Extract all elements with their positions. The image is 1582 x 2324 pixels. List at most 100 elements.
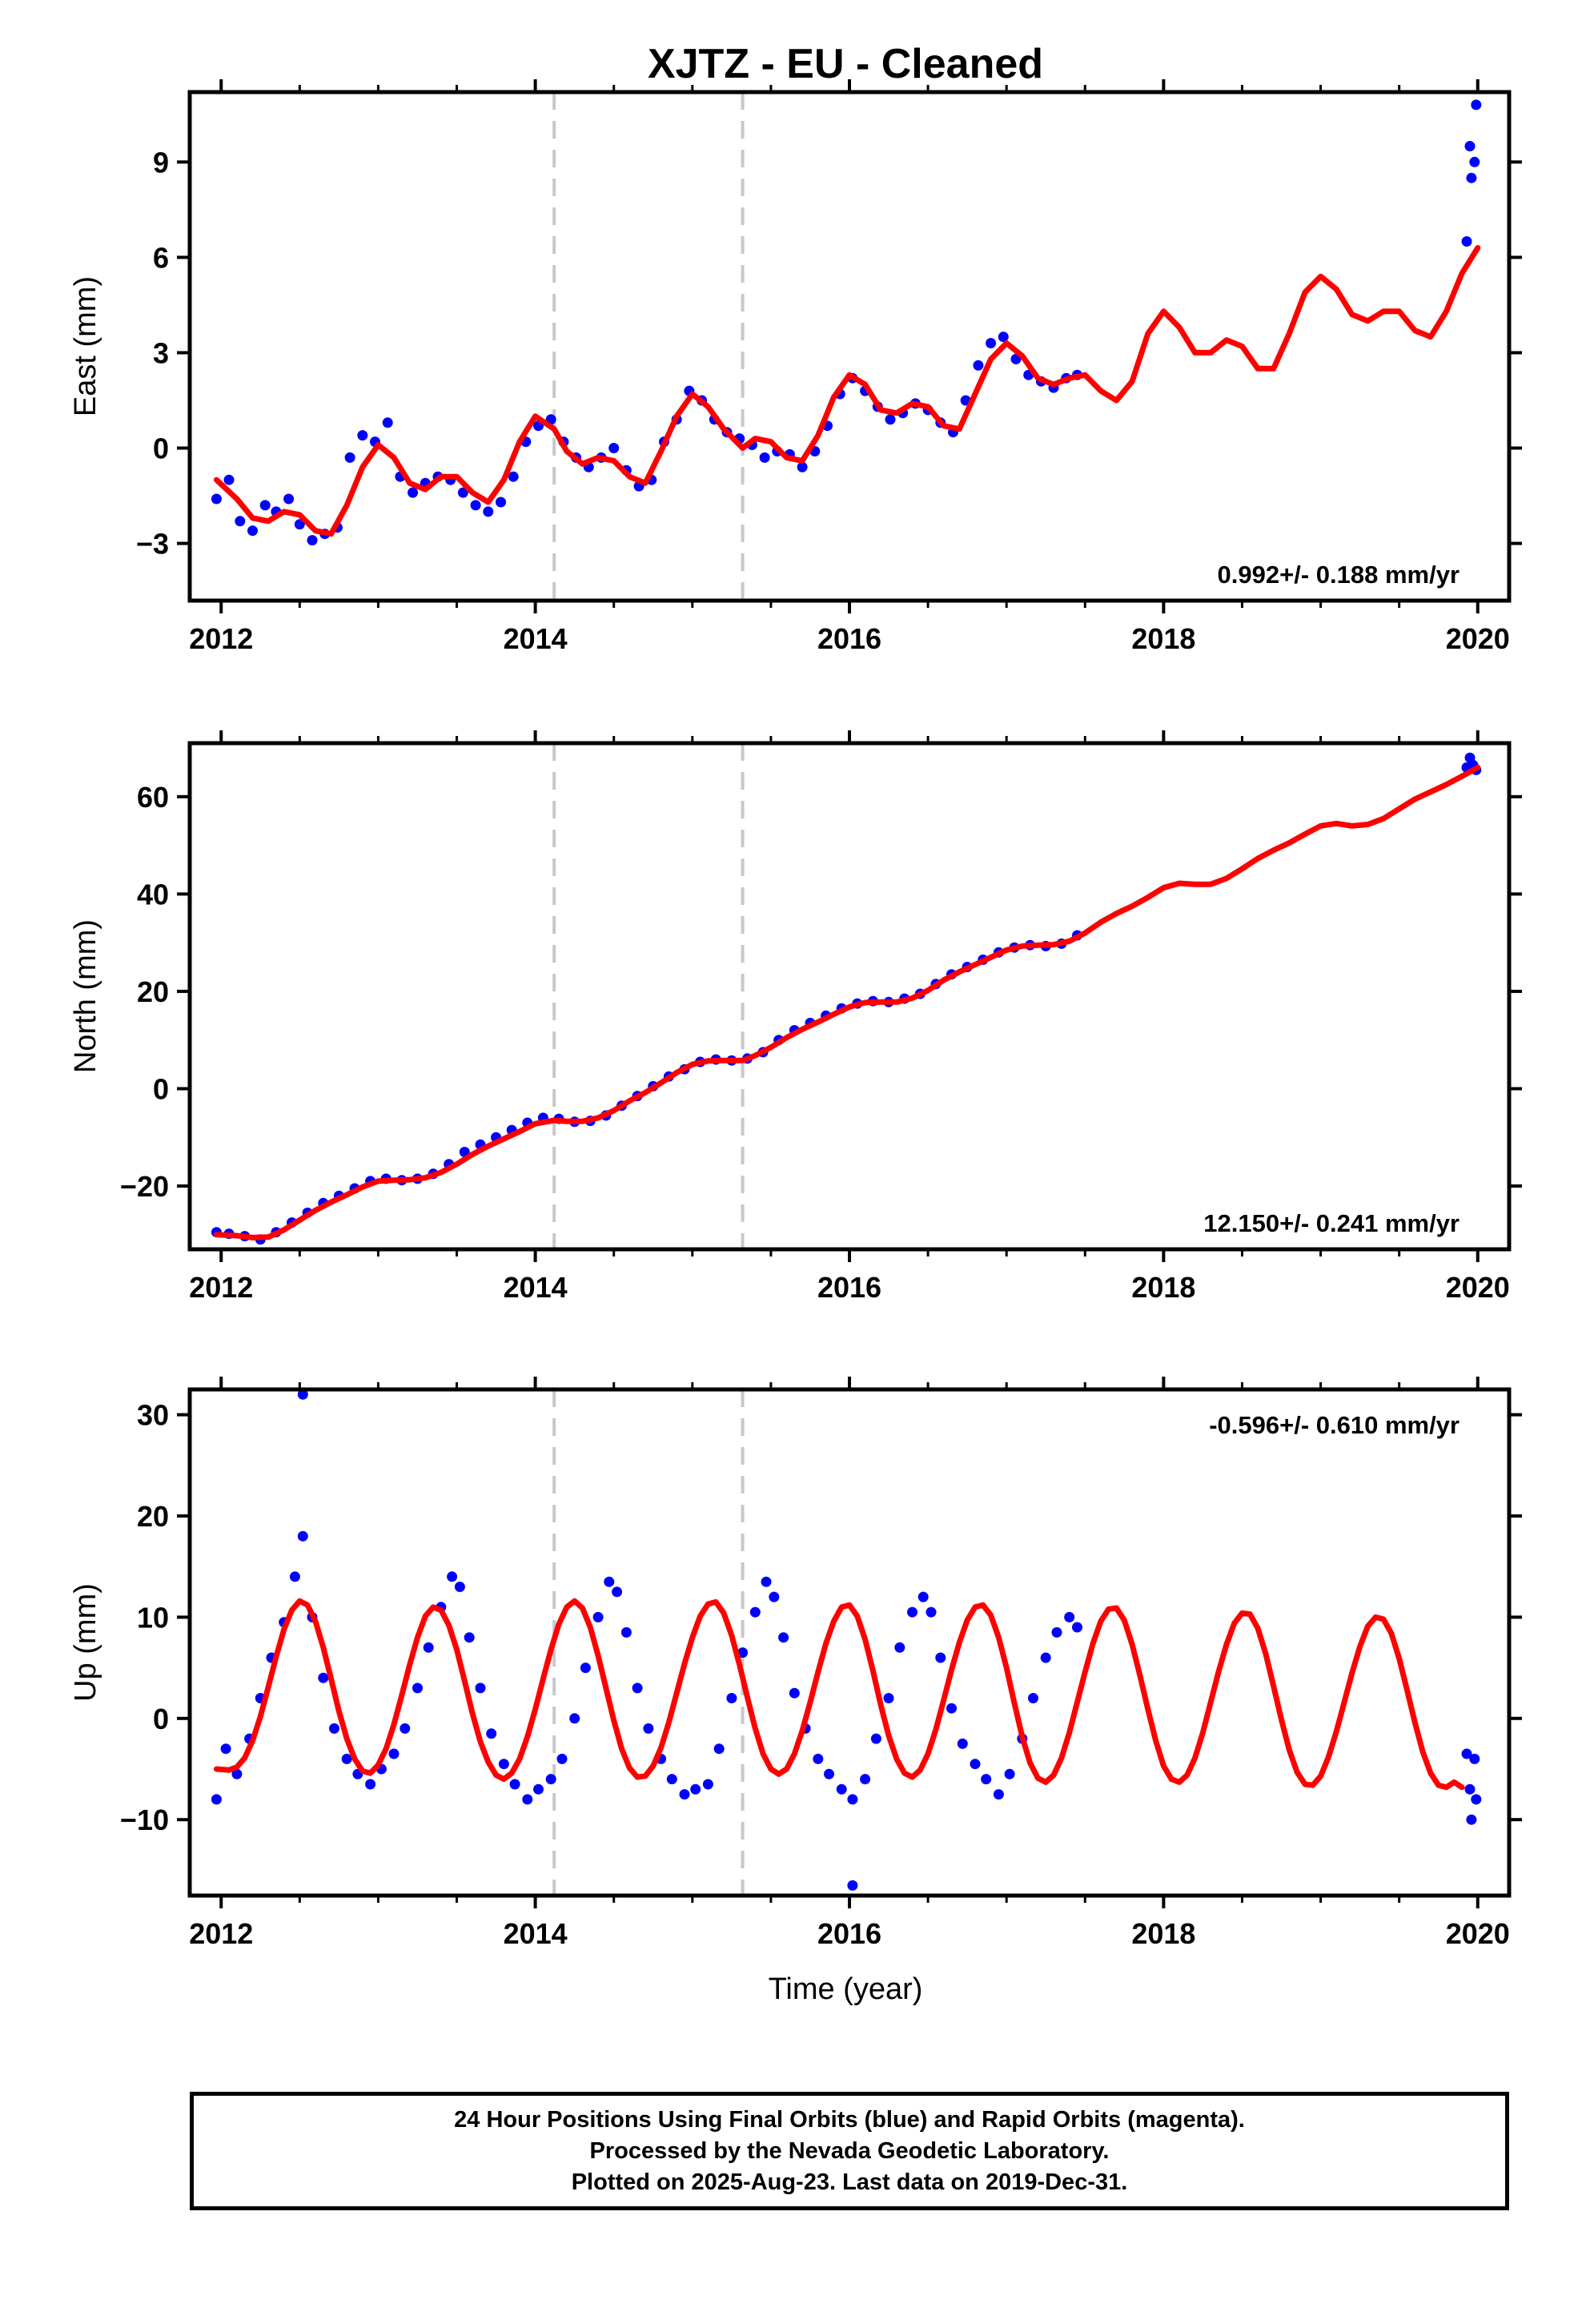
caption-box: 24 Hour Positions Using Final Orbits (bl… xyxy=(190,2092,1509,2210)
data-point-east xyxy=(247,525,258,537)
y-tick-label-north: −20 xyxy=(120,1170,169,1203)
data-point-up xyxy=(769,1591,780,1602)
data-point-up xyxy=(592,1611,604,1622)
data-point-up xyxy=(1464,1783,1476,1795)
data-point-east xyxy=(211,493,222,505)
data-point-up xyxy=(297,1530,308,1542)
x-tick-label-up: 2014 xyxy=(504,1917,568,1950)
data-point-east xyxy=(797,461,808,472)
data-point-up xyxy=(761,1576,772,1587)
data-point-east xyxy=(457,487,468,498)
data-point-up xyxy=(778,1632,789,1643)
data-point-up xyxy=(423,1642,434,1653)
data-point-east xyxy=(1469,156,1480,167)
data-point-up xyxy=(894,1642,905,1653)
data-point-up xyxy=(556,1753,568,1764)
data-point-east xyxy=(357,430,368,441)
data-point-east xyxy=(508,471,519,482)
data-point-up xyxy=(713,1743,725,1755)
caption-line-2: Processed by the Nevada Geodetic Laborat… xyxy=(589,2137,1110,2164)
caption-line-1: 24 Hour Positions Using Final Orbits (bl… xyxy=(454,2106,1245,2133)
data-point-up xyxy=(1469,1753,1480,1764)
data-point-up xyxy=(643,1723,654,1734)
data-point-up xyxy=(1051,1626,1062,1638)
data-point-up xyxy=(632,1683,643,1694)
panel-north: 2012 2014 2016 2018 2020 −20 0 20 40 60 North (mm)… xyxy=(69,730,1522,1304)
y-tick-label-up: −10 xyxy=(120,1803,169,1836)
model-line-north xyxy=(213,764,1481,1240)
y-tick-label-east: −3 xyxy=(136,528,169,561)
data-point-east xyxy=(307,535,318,546)
y-tick-label-east: 9 xyxy=(153,146,169,179)
data-point-up xyxy=(475,1683,486,1694)
data-point-up xyxy=(464,1632,475,1643)
data-point-up xyxy=(231,1768,243,1779)
data-point-up xyxy=(447,1571,458,1582)
chart-title: XJTZ - EU - Cleaned xyxy=(648,41,1043,87)
y-tick-label-north: 40 xyxy=(137,878,169,911)
data-point-east xyxy=(759,452,770,463)
data-point-up xyxy=(935,1652,946,1663)
data-point-up xyxy=(1040,1652,1051,1663)
x-tick-label-east: 2018 xyxy=(1131,622,1195,655)
data-point-up xyxy=(847,1880,858,1891)
data-point-east xyxy=(998,332,1009,343)
data-point-east xyxy=(1461,236,1472,247)
x-tick-label-north: 2014 xyxy=(504,1271,568,1304)
data-point-up xyxy=(847,1794,858,1805)
y-tick-label-up: 30 xyxy=(137,1399,169,1432)
data-point-east xyxy=(382,417,393,428)
data-point-up xyxy=(388,1748,400,1759)
y-tick-label-up: 0 xyxy=(153,1703,169,1735)
data-point-up xyxy=(604,1576,615,1587)
y-axis-label-north: North (mm) xyxy=(69,919,102,1073)
data-point-east xyxy=(608,443,620,453)
data-point-east xyxy=(1464,141,1476,151)
x-tick-label-east: 2016 xyxy=(817,622,881,655)
x-tick-label-north: 2018 xyxy=(1131,1271,1195,1304)
panel-up: 2012 2014 2016 2018 2020 −10 0 10 20 30 Up (mm) -0.… xyxy=(69,1377,1522,1950)
y-axis-label-up: Up (mm) xyxy=(69,1583,102,1702)
data-point-up xyxy=(454,1582,465,1592)
x-tick-label-north: 2020 xyxy=(1446,1271,1510,1304)
data-point-east xyxy=(470,500,481,511)
data-point-up xyxy=(870,1733,881,1744)
y-tick-label-east: 6 xyxy=(153,241,169,274)
caption-line-3: Plotted on 2025-Aug-23. Last data on 201… xyxy=(571,2169,1128,2195)
data-point-up xyxy=(365,1779,376,1790)
data-point-east xyxy=(408,487,419,498)
data-point-east xyxy=(1471,99,1482,111)
data-point-up xyxy=(981,1774,992,1785)
data-point-up xyxy=(1004,1768,1015,1779)
data-point-up xyxy=(498,1759,509,1770)
data-point-up xyxy=(860,1774,871,1785)
data-point-up xyxy=(690,1783,701,1795)
data-point-up xyxy=(666,1774,677,1785)
data-point-up xyxy=(1072,1622,1082,1633)
model-line-east xyxy=(213,245,1481,537)
y-tick-label-up: 20 xyxy=(137,1500,169,1533)
data-point-east xyxy=(496,497,506,508)
panel-east: 2012 2014 2016 2018 2020 −3 0 3 6 9 East (mm) 0.992… xyxy=(69,79,1522,655)
data-point-up xyxy=(907,1606,917,1618)
x-tick-label-east: 2014 xyxy=(504,622,568,655)
data-point-up xyxy=(1461,1748,1472,1759)
data-point-up xyxy=(1471,1794,1482,1805)
data-point-up xyxy=(926,1606,937,1618)
data-point-up xyxy=(612,1586,623,1598)
x-tick-label-east: 2020 xyxy=(1446,622,1510,655)
data-point-up xyxy=(883,1693,894,1703)
data-point-up xyxy=(1028,1693,1038,1703)
data-point-up xyxy=(533,1783,544,1795)
data-point-up xyxy=(220,1743,231,1755)
data-point-up xyxy=(297,1389,308,1400)
data-point-up xyxy=(1064,1611,1075,1622)
data-point-up xyxy=(917,1591,929,1602)
data-point-up xyxy=(522,1794,533,1805)
data-point-up xyxy=(824,1768,834,1779)
rate-annotation-up: -0.596+/- 0.610 mm/yr xyxy=(1209,1411,1460,1439)
data-point-up xyxy=(836,1783,847,1795)
y-tick-label-east: 0 xyxy=(153,432,169,465)
